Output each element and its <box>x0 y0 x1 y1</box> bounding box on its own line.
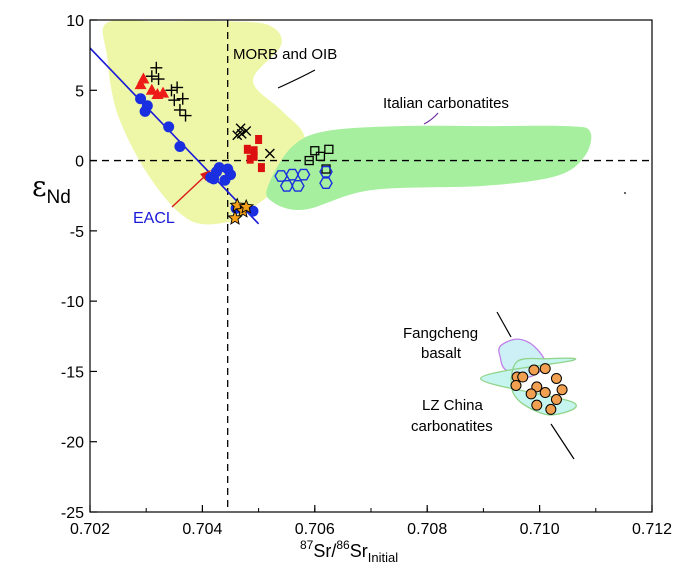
y-tick-label-4: -10 <box>61 294 84 311</box>
annotation-lz-2: carbonatites <box>411 418 493 435</box>
point-square-filled-1 <box>250 146 258 156</box>
point-circle-4 <box>174 141 186 153</box>
point-circle-0 <box>135 93 147 105</box>
point-square-filled-2 <box>255 134 263 144</box>
y-label-main: ε <box>32 170 47 203</box>
point-circle-orange-7 <box>525 388 537 400</box>
y-tick-label-5: -15 <box>61 364 84 381</box>
point-circle-orange-5 <box>550 372 562 384</box>
y-tick-label-2: 0 <box>75 154 84 171</box>
point-cross-3 <box>241 126 252 137</box>
point-plus-1 <box>150 61 163 74</box>
y-tick-label-3: -5 <box>70 224 84 241</box>
point-cross-2 <box>236 128 247 139</box>
point-circle-orange-10 <box>531 399 543 411</box>
point-cross-4 <box>264 148 275 159</box>
point-hexagon-5 <box>319 177 333 190</box>
point-circle-2 <box>141 100 153 112</box>
point-star-3 <box>238 198 255 214</box>
annotation-lz-1: LZ China <box>422 397 484 414</box>
point-circle-orange-8 <box>539 387 551 399</box>
y-label-sub: Nd <box>47 187 71 208</box>
point-plus-5 <box>168 94 181 107</box>
y-axis-label: εNd <box>32 170 71 208</box>
data-points <box>134 61 568 415</box>
field-italian-carbonatites <box>266 125 592 211</box>
point-hexagon-6 <box>319 165 333 178</box>
point-circle-orange-12 <box>545 403 557 415</box>
point-circle-orange-9 <box>556 384 568 396</box>
point-circle-11 <box>222 163 234 175</box>
annotation-italian: Italian carbonatites <box>383 95 509 112</box>
point-circle-orange-1 <box>510 379 522 391</box>
reference-lines <box>90 20 652 512</box>
eacl-arrow-shaft <box>171 175 206 208</box>
point-square-filled-4 <box>257 163 265 173</box>
italian-leader <box>423 112 439 125</box>
x-tick-label-5: 0.712 <box>632 521 672 538</box>
x-label-sub: Initial <box>368 550 398 565</box>
point-square-open-4 <box>324 144 334 154</box>
point-square-filled-5 <box>250 151 258 161</box>
fangcheng-trend-upper <box>496 311 512 338</box>
point-circle-8 <box>210 166 222 178</box>
point-square-open-1 <box>310 146 320 156</box>
point-hexagon-1 <box>285 168 300 181</box>
morb-leader <box>277 69 316 89</box>
stray-dot <box>624 192 626 194</box>
point-triangle-1 <box>145 83 158 95</box>
y-tick-label-1: 5 <box>75 83 84 100</box>
x-tick-label-0: 0.702 <box>70 521 110 538</box>
point-plus-8 <box>179 109 192 122</box>
point-triangle-3 <box>157 86 170 98</box>
point-plus-3 <box>165 84 178 97</box>
x-axis-label: 87Sr/86SrInitial <box>300 538 398 565</box>
point-circle-orange-3 <box>528 364 540 376</box>
annotation-leaders <box>171 69 626 460</box>
point-circle-orange-4 <box>539 363 551 375</box>
point-plus-6 <box>173 103 186 116</box>
point-plus-2 <box>152 73 165 86</box>
point-triangle-4 <box>134 78 147 90</box>
x-tick-label-2: 0.706 <box>295 521 335 538</box>
point-hexagon-3 <box>279 179 294 192</box>
x-tick-label-4: 0.710 <box>520 521 560 538</box>
point-circle-3 <box>163 121 175 133</box>
x-label-part1: Sr/ <box>313 541 336 561</box>
point-star-2 <box>227 210 243 225</box>
annotation-morb: MORB and OIB <box>233 46 337 63</box>
point-square-filled-3 <box>246 154 254 164</box>
eacl-trend-line <box>89 47 260 225</box>
x-tick-label-3: 0.708 <box>407 521 447 538</box>
point-circle-orange-2 <box>517 371 529 383</box>
point-circle-13 <box>247 205 259 217</box>
y-tick-label-7: -25 <box>61 505 84 522</box>
x-label-sup2: 86 <box>336 538 350 552</box>
axis-ticks: 0.702 0.704 0.706 0.708 0.710 0.712 10 5 0 -5 -10 -… <box>61 13 672 538</box>
y-tick-label-6: -20 <box>61 435 84 452</box>
point-hexagon-4 <box>291 179 305 192</box>
x-label-sup1: 87 <box>300 538 314 552</box>
point-square-filled-0 <box>243 144 251 154</box>
x-tick-label-1: 0.704 <box>182 521 222 538</box>
point-plus-4 <box>171 81 184 94</box>
x-label-part2: Sr <box>350 541 368 561</box>
annotation-fangcheng-2: basalt <box>421 345 462 362</box>
compositional-fields <box>102 19 592 416</box>
y-tick-label-0: 10 <box>66 13 84 30</box>
field-morb-oib <box>102 19 306 225</box>
point-plus-7 <box>176 92 189 105</box>
point-circle-orange-11 <box>550 394 562 406</box>
point-plus-0 <box>145 70 158 83</box>
point-hexagon-2 <box>296 168 311 181</box>
fangcheng-trend-lower <box>550 423 575 460</box>
annotation-eacl: EACL <box>133 210 175 227</box>
annotation-fangcheng-1: Fangcheng <box>403 325 478 342</box>
point-square-open-0 <box>304 155 314 166</box>
point-square-open-2 <box>315 151 326 162</box>
